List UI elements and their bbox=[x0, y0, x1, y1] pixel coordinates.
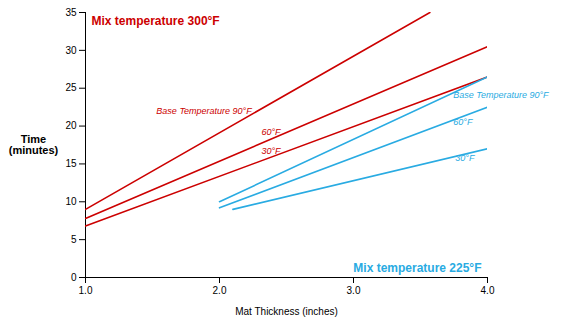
svg-text:60°F: 60°F bbox=[453, 117, 473, 127]
svg-text:30: 30 bbox=[65, 45, 77, 56]
svg-text:Base Temperature 90°F: Base Temperature 90°F bbox=[156, 106, 252, 116]
svg-text:Mix temperature 225°F: Mix temperature 225°F bbox=[353, 261, 481, 275]
svg-text:5: 5 bbox=[71, 234, 77, 245]
svg-text:2.0: 2.0 bbox=[213, 285, 227, 296]
svg-text:25: 25 bbox=[65, 82, 77, 93]
svg-text:10: 10 bbox=[65, 196, 77, 207]
svg-text:Base Temperature 90°F: Base Temperature 90°F bbox=[453, 90, 549, 100]
svg-text:30°F: 30°F bbox=[455, 153, 475, 163]
svg-text:4.0: 4.0 bbox=[481, 285, 495, 296]
svg-text:Time(minutes): Time(minutes) bbox=[9, 133, 59, 156]
svg-text:3.0: 3.0 bbox=[347, 285, 361, 296]
svg-text:Mix temperature 300°F: Mix temperature 300°F bbox=[92, 14, 220, 28]
svg-text:35: 35 bbox=[65, 7, 77, 18]
svg-text:0: 0 bbox=[71, 272, 77, 283]
svg-text:1.0: 1.0 bbox=[79, 285, 93, 296]
svg-text:20: 20 bbox=[65, 120, 77, 131]
svg-text:15: 15 bbox=[65, 158, 77, 169]
svg-text:30°F: 30°F bbox=[261, 146, 281, 156]
svg-text:Mat Thickness (inches): Mat Thickness (inches) bbox=[235, 306, 338, 317]
svg-text:60°F: 60°F bbox=[261, 127, 281, 137]
